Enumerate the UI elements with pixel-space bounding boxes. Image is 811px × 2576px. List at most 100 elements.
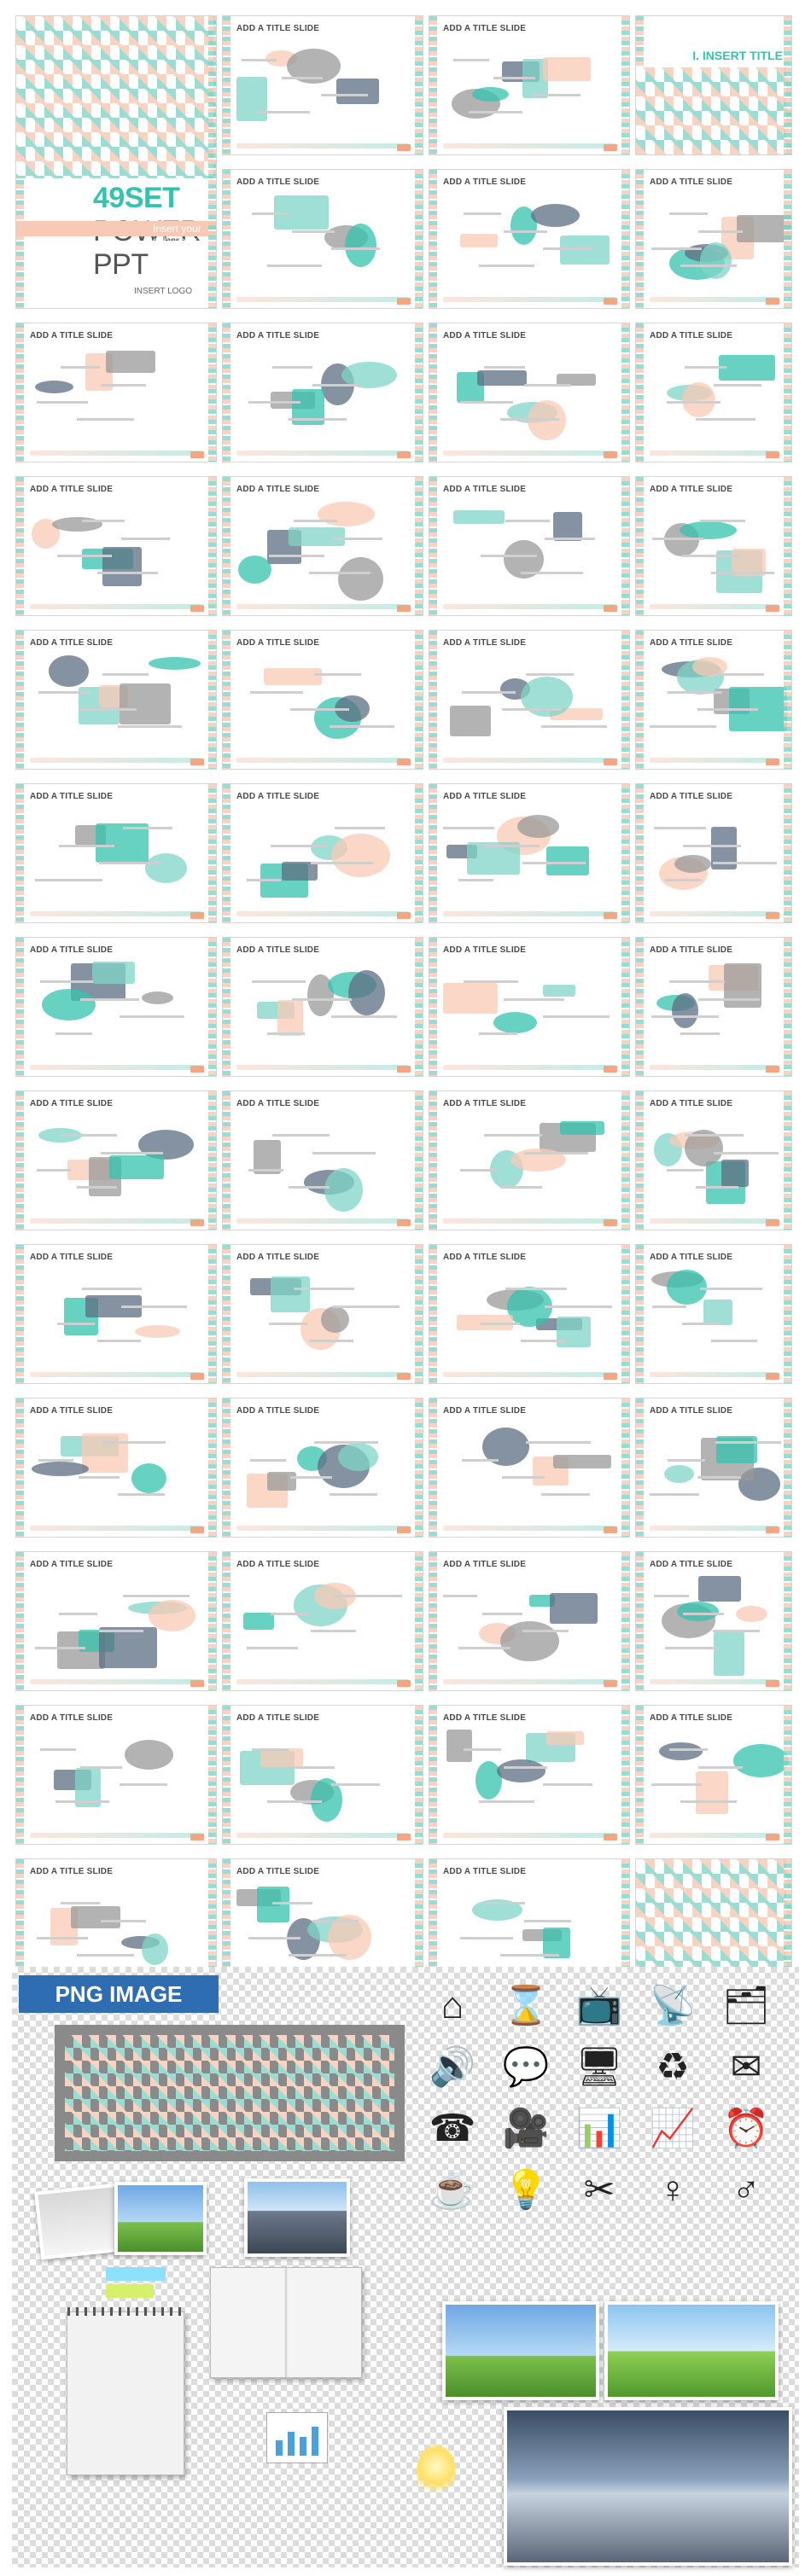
content-slide[interactable]: ADD A TITLE SLIDE <box>635 630 792 770</box>
content-slide[interactable]: ADD A TITLE SLIDE <box>222 15 423 155</box>
text-placeholder-line <box>460 400 514 404</box>
content-slide[interactable]: ADD A TITLE SLIDE <box>15 476 217 616</box>
text-placeholder-line <box>541 724 608 728</box>
argyle-pattern <box>65 2035 394 2151</box>
photo-dandelion-field <box>604 2301 779 2400</box>
content-slide[interactable]: ADD A TITLE SLIDE <box>429 1090 630 1230</box>
infographic-shape <box>467 842 521 875</box>
infographic-shape <box>288 527 345 547</box>
slide-footer-logo <box>604 1373 617 1380</box>
text-placeholder-line <box>331 1782 381 1786</box>
text-placeholder-line <box>335 1595 403 1598</box>
content-slide[interactable]: ADD A TITLE SLIDE <box>222 783 423 923</box>
slide-footer-logo <box>397 1373 411 1380</box>
slide-footer-bar <box>443 1679 616 1684</box>
infographic-shape <box>516 814 559 838</box>
section-title: I. INSERT TITLE <box>692 49 783 62</box>
content-slide[interactable]: ADD A TITLE SLIDE <box>429 1244 630 1384</box>
content-slide[interactable]: ADD A TITLE SLIDE <box>429 1398 630 1538</box>
infographic-shape <box>543 1927 571 1958</box>
content-slide[interactable]: ADD A TITLE SLIDE <box>635 1244 792 1384</box>
content-slide[interactable]: ADD A TITLE SLIDE <box>222 1244 423 1384</box>
text-placeholder-line <box>665 1646 718 1649</box>
text-placeholder-line <box>272 1902 313 1905</box>
infographic-shape <box>699 242 732 280</box>
text-placeholder-line <box>312 1151 376 1154</box>
content-slide[interactable]: ADD A TITLE SLIDE <box>429 937 630 1077</box>
content-slide[interactable]: ADD A TITLE SLIDE <box>222 476 423 616</box>
content-slide[interactable]: ADD A TITLE SLIDE <box>15 630 217 770</box>
slide-footer-bar <box>30 1833 202 1838</box>
text-placeholder-line <box>458 1646 511 1649</box>
slide-footer-bar <box>236 758 409 763</box>
content-slide[interactable]: ADD A TITLE SLIDE <box>222 1551 423 1691</box>
text-placeholder-line <box>520 571 583 574</box>
infographic-shape <box>331 834 391 878</box>
content-slide[interactable]: ADD A TITLE SLIDE <box>222 323 423 462</box>
content-slide[interactable]: ADD A TITLE SLIDE <box>635 783 792 923</box>
content-slide[interactable]: ADD A TITLE SLIDE <box>15 1244 217 1384</box>
text-placeholder-line <box>711 1339 757 1342</box>
content-slide[interactable]: ADD A TITLE SLIDE <box>429 630 630 770</box>
slide-footer-bar <box>443 604 616 609</box>
text-placeholder-line <box>271 844 328 847</box>
infographic-shape <box>714 1631 744 1676</box>
content-slide[interactable]: ADD A TITLE SLIDE <box>15 783 217 923</box>
content-slide[interactable]: ADD A TITLE SLIDE <box>429 783 630 923</box>
content-slide[interactable]: ADD A TITLE SLIDE <box>429 15 630 155</box>
content-slide[interactable]: ADD A TITLE SLIDE <box>222 1705 423 1845</box>
content-slide[interactable]: ADD A TITLE SLIDE <box>222 1090 423 1230</box>
infographic-shape <box>663 1465 694 1484</box>
slide-footer-bar <box>650 297 778 302</box>
content-slide[interactable]: ADD A TITLE SLIDE <box>635 1398 792 1538</box>
content-slide[interactable]: ADD A TITLE SLIDE <box>635 1705 792 1845</box>
content-slide[interactable]: ADD A TITLE SLIDE <box>635 937 792 1077</box>
content-slide[interactable]: ADD A TITLE SLIDE <box>222 937 423 1077</box>
slide-title: ADD A TITLE SLIDE <box>443 1253 527 1262</box>
content-slide[interactable]: ADD A TITLE SLIDE <box>15 1398 217 1538</box>
content-slide[interactable]: ADD A TITLE SLIDE <box>15 1551 217 1691</box>
infographic-shape <box>553 1455 612 1469</box>
slide-title: ADD A TITLE SLIDE <box>30 1253 114 1262</box>
text-placeholder-line <box>35 1646 86 1649</box>
content-slide[interactable]: ADD A TITLE SLIDE <box>15 937 217 1077</box>
text-placeholder-line <box>330 1492 378 1496</box>
content-slide[interactable]: ADD A TITLE SLIDE <box>429 169 630 309</box>
slide-footer-logo <box>397 144 411 151</box>
slide-infographic <box>650 1115 779 1211</box>
slide-infographic <box>236 1422 409 1518</box>
content-slide[interactable]: ADD A TITLE SLIDE <box>635 476 792 616</box>
text-placeholder-line <box>76 1185 117 1189</box>
content-slide[interactable]: ADD A TITLE SLIDE <box>429 323 630 462</box>
content-slide[interactable]: ADD A TITLE SLIDE <box>15 1090 217 1230</box>
slide-footer-logo <box>604 144 617 151</box>
slide-footer-logo <box>766 605 779 612</box>
slide-footer-bar <box>30 604 202 609</box>
lightbulb-image <box>417 2445 456 2499</box>
infographic-shape <box>446 1730 473 1762</box>
content-slide[interactable]: ADD A TITLE SLIDE <box>222 1398 423 1538</box>
content-slide[interactable]: ADD A TITLE SLIDE <box>15 323 217 462</box>
slide-footer-bar <box>650 1833 778 1838</box>
text-placeholder-line <box>479 1800 535 1803</box>
content-slide[interactable]: ADD A TITLE SLIDE <box>222 630 423 770</box>
content-slide[interactable]: ADD A TITLE SLIDE <box>222 169 423 309</box>
infographic-shape <box>49 655 90 688</box>
infographic-shape <box>450 706 492 737</box>
content-slide[interactable]: ADD A TITLE SLIDE <box>635 1090 792 1230</box>
content-slide[interactable]: ADD A TITLE SLIDE <box>635 323 792 462</box>
content-slide[interactable]: ADD A TITLE SLIDE <box>635 169 792 309</box>
content-slide[interactable]: ADD A TITLE SLIDE <box>15 1705 217 1845</box>
text-placeholder-line <box>469 110 523 113</box>
insert-title-slide[interactable]: I. INSERT TITLE <box>635 15 792 155</box>
content-slide[interactable]: ADD A TITLE SLIDE <box>429 476 630 616</box>
content-slide[interactable]: ADD A TITLE SLIDE <box>429 1705 630 1845</box>
content-slide[interactable]: ADD A TITLE SLIDE <box>429 1551 630 1691</box>
content-slide[interactable]: ADD A TITLE SLIDE <box>635 1551 792 1691</box>
slide-title: ADD A TITLE SLIDE <box>443 24 527 33</box>
slide-footer-bar <box>30 1372 202 1377</box>
notebook-spiral <box>67 2307 184 2316</box>
slide-footer-logo <box>766 912 779 919</box>
slide-footer-logo <box>766 1680 779 1687</box>
